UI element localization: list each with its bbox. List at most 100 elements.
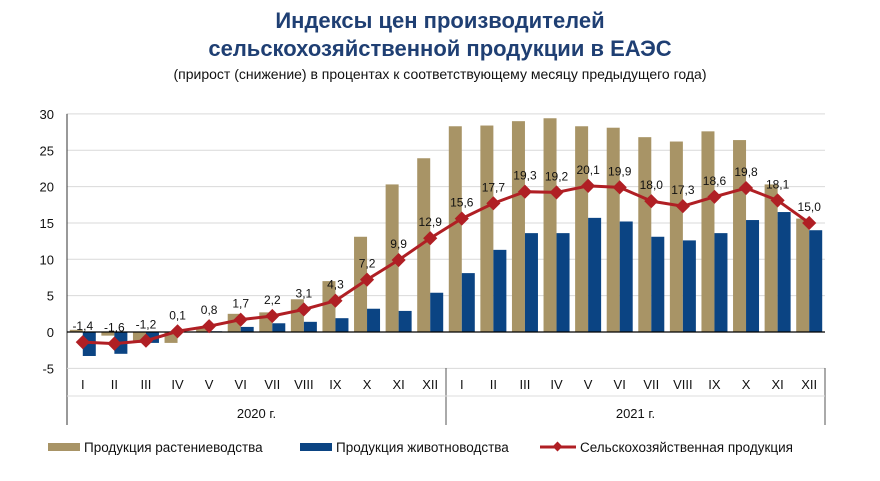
data-label: 17,3	[671, 183, 695, 197]
aggregate-marker	[359, 272, 375, 287]
crop-bar	[701, 131, 715, 332]
aggregate-marker	[454, 211, 469, 226]
x-tick-label: VII	[643, 377, 659, 392]
livestock-bar	[461, 273, 475, 332]
legend-crop-swatch	[48, 443, 80, 451]
chart-subtitle: (прирост (снижение) в процентах к соотве…	[173, 66, 707, 82]
livestock-bar	[524, 233, 538, 332]
chart-title-line1: Индексы цен производителей	[275, 8, 605, 33]
data-label: 3,1	[296, 286, 313, 300]
aggregate-marker	[296, 302, 311, 317]
crop-bar	[638, 137, 652, 332]
x-tick-label: II	[490, 377, 497, 392]
crop-bar	[417, 158, 431, 332]
crop-bar	[385, 184, 399, 332]
livestock-bar	[367, 308, 381, 332]
crop-bar	[448, 126, 462, 332]
x-tick-label: VII	[264, 377, 280, 392]
livestock-bar	[682, 240, 696, 332]
data-label: 1,7	[232, 297, 249, 311]
x-tick-label: VI	[235, 377, 247, 392]
x-tick-label: III	[141, 377, 152, 392]
data-label: 17,7	[482, 180, 506, 194]
chart-title-line2: сельскохозяйственной продукции в ЕАЭС	[208, 36, 672, 61]
data-label: 15,6	[450, 196, 474, 210]
year-label: 2020 г.	[237, 406, 276, 421]
aggregate-marker	[202, 319, 217, 334]
data-label: 20,1	[576, 163, 600, 177]
crop-bar	[101, 332, 115, 336]
crop-bar	[796, 218, 810, 332]
livestock-bar	[493, 249, 507, 332]
livestock-bar	[588, 217, 602, 332]
legend-crop-label: Продукция растениеводства	[84, 440, 263, 455]
livestock-bar	[303, 321, 317, 332]
aggregate-marker	[581, 178, 596, 193]
y-tick-label: 0	[47, 325, 54, 340]
legend-aggregate-marker	[552, 441, 563, 452]
data-label: 19,2	[545, 169, 569, 183]
aggregate-line	[82, 184, 811, 346]
aggregate-marker	[328, 293, 343, 308]
x-tick-label: IX	[708, 377, 721, 392]
crop-bar	[164, 332, 178, 343]
data-label: 19,3	[513, 169, 537, 183]
livestock-bar	[335, 318, 349, 332]
crop-bar	[132, 332, 146, 343]
x-tick-label: II	[111, 377, 118, 392]
livestock-bar	[272, 323, 286, 332]
x-tick-label: XI	[392, 377, 404, 392]
data-label: -1,4	[72, 319, 93, 333]
x-tick-label: IX	[329, 377, 342, 392]
x-tick-label: V	[584, 377, 593, 392]
livestock-bar	[430, 292, 444, 332]
livestock-bar	[240, 326, 254, 332]
legend-livestock-label: Продукция животноводства	[336, 440, 509, 455]
crop-bar	[322, 281, 336, 332]
y-tick-label: 30	[40, 107, 54, 122]
crop-bar	[290, 299, 304, 332]
aggregate-marker	[75, 335, 90, 350]
aggregate-marker	[486, 196, 501, 211]
x-tick-label: VIII	[294, 377, 314, 392]
y-tick-label: 20	[40, 180, 54, 195]
x-tick-label: X	[363, 377, 372, 392]
livestock-bar	[619, 221, 633, 332]
aggregate-marker	[170, 324, 185, 339]
aggregate-marker	[138, 333, 154, 348]
x-tick-label: XI	[771, 377, 783, 392]
data-label: 15,0	[798, 200, 822, 214]
livestock-bar	[714, 233, 728, 332]
crop-bar	[669, 141, 683, 332]
aggregate-marker	[770, 193, 785, 208]
crop-bar	[606, 127, 620, 332]
data-label: 2,2	[264, 293, 281, 307]
aggregate-marker	[265, 308, 280, 324]
legend-aggregate-label: Сельскохозяйственная продукция	[580, 440, 793, 455]
data-label: 19,8	[734, 165, 758, 179]
crop-bar	[511, 121, 525, 332]
x-tick-label: VI	[614, 377, 626, 392]
aggregate-marker	[549, 185, 564, 200]
data-label: 12,9	[419, 215, 443, 229]
data-label: 0,8	[201, 303, 218, 317]
aggregate-marker	[802, 215, 817, 231]
data-label: 18,1	[766, 177, 790, 191]
livestock-bar	[809, 230, 823, 332]
x-tick-label: XII	[422, 377, 438, 392]
data-label: -1,6	[104, 321, 125, 335]
aggregate-marker	[233, 312, 248, 327]
data-label: -1,2	[136, 318, 157, 332]
livestock-bar	[651, 236, 665, 332]
x-tick-label: X	[742, 377, 751, 392]
aggregate-marker	[107, 336, 122, 351]
x-tick-label: I	[460, 377, 464, 392]
y-tick-label: -5	[42, 361, 54, 376]
aggregate-marker	[612, 180, 627, 195]
aggregate-marker	[707, 189, 722, 204]
data-label: 0,1	[169, 308, 186, 322]
data-label: 9,9	[390, 237, 407, 251]
livestock-bar	[82, 332, 96, 356]
x-tick-label: XII	[801, 377, 817, 392]
